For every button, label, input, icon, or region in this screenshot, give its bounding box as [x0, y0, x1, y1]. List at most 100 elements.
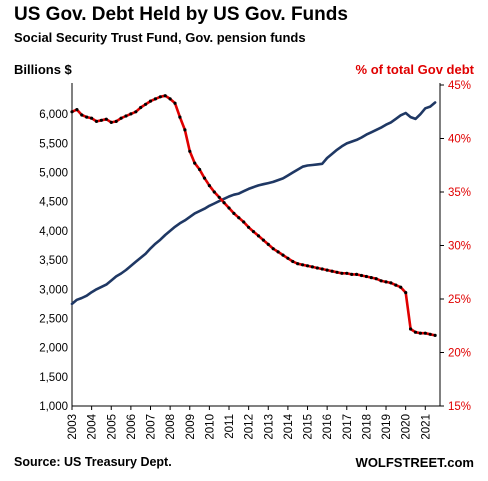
x-tick-label: 2005	[106, 414, 118, 440]
y-left-tick-label: 3,500	[39, 255, 68, 267]
series-point-percent	[418, 331, 422, 335]
series-point-percent	[345, 271, 349, 275]
series-point-percent	[109, 120, 113, 124]
y-right-tick-label: 25%	[448, 294, 471, 306]
series-point-percent	[178, 115, 182, 119]
series-point-percent	[163, 94, 167, 98]
series-point-percent	[384, 280, 388, 284]
series-point-percent	[359, 273, 364, 278]
series-point-percent	[242, 220, 246, 224]
series-point-percent	[271, 247, 275, 251]
series-point-percent	[256, 234, 261, 238]
y-left-tick-label: 2,000	[39, 343, 68, 355]
chart-lines	[70, 94, 437, 337]
series-point-percent	[129, 112, 133, 116]
series-line-percent	[70, 94, 437, 337]
series-point-percent	[335, 270, 339, 274]
series-point-percent	[301, 263, 305, 267]
series-point-percent	[104, 117, 108, 121]
x-tick-label: 2009	[185, 414, 197, 440]
series-point-percent	[394, 283, 398, 287]
series-point-percent	[413, 330, 418, 334]
x-tick-label: 2015	[303, 414, 315, 440]
x-tick-label: 2018	[361, 414, 373, 440]
series-point-percent	[423, 331, 427, 335]
series-point-percent	[364, 274, 368, 279]
x-tick-label: 2019	[381, 414, 393, 440]
series-point-percent	[134, 110, 138, 114]
left-axis-label: Billions $	[14, 62, 72, 77]
series-point-percent	[281, 253, 285, 257]
series-point-percent	[80, 113, 84, 117]
y-left-tick-label: 1,500	[39, 372, 68, 384]
x-tick-label: 2011	[224, 414, 236, 439]
x-tick-label: 2013	[263, 414, 275, 440]
series-point-percent	[217, 195, 221, 199]
series-point-percent	[168, 97, 172, 101]
series-point-percent	[433, 333, 437, 337]
y-right-tick-label: 30%	[448, 241, 471, 253]
y-left-tick-label: 6,000	[39, 109, 68, 121]
series-point-percent	[227, 206, 231, 210]
x-tick-label: 2007	[146, 414, 158, 440]
x-tick-label: 2006	[126, 414, 138, 440]
y-left-tick-label: 2,500	[39, 313, 68, 325]
x-tick-label: 2014	[283, 413, 295, 439]
series-point-percent	[291, 259, 295, 264]
series-point-percent	[374, 277, 378, 281]
series-point-percent	[266, 242, 270, 246]
series-point-percent	[212, 190, 216, 194]
series-point-percent	[193, 161, 197, 165]
x-tick-label: 2004	[87, 413, 99, 439]
y-left-tick-label: 5,500	[39, 138, 68, 150]
series-point-percent	[247, 225, 251, 229]
source-note: Source: US Treasury Dept.	[14, 455, 172, 469]
y-right-tick-label: 40%	[448, 134, 471, 146]
chart-subtitle: Social Security Trust Fund, Gov. pension…	[14, 30, 306, 45]
series-point-percent	[409, 327, 413, 331]
series-point-percent	[296, 262, 300, 266]
series-point-percent	[85, 115, 89, 119]
x-tick-label: 2003	[67, 414, 79, 440]
x-tick-label: 2008	[165, 414, 177, 440]
series-point-percent	[325, 268, 329, 272]
series-point-percent	[389, 281, 393, 285]
series-point-percent	[124, 114, 128, 118]
y-right-tick-label: 35%	[448, 187, 471, 199]
series-point-percent	[379, 279, 383, 283]
series-point-percent	[261, 238, 265, 242]
series-point-percent	[158, 95, 162, 99]
series-point-percent	[119, 116, 123, 120]
series-point-percent	[404, 291, 408, 295]
series-point-percent	[70, 110, 74, 114]
series-point-percent	[399, 285, 403, 289]
x-tick-label: 2021	[420, 414, 432, 440]
y-left-tick-label: 4,000	[39, 226, 68, 238]
series-point-percent	[148, 99, 153, 103]
x-tick-label: 2020	[401, 414, 413, 440]
series-point-percent	[222, 201, 226, 205]
y-right-tick-label: 20%	[448, 348, 471, 360]
brand-label: WOLFSTREET.com	[355, 455, 474, 470]
series-point-percent	[139, 105, 143, 110]
x-tick-label: 2017	[342, 414, 354, 440]
x-tick-label: 2012	[244, 414, 256, 440]
series-point-percent	[428, 332, 432, 336]
series-point-percent	[183, 128, 187, 132]
series-point-percent	[320, 267, 324, 271]
series-point-percent	[198, 167, 202, 172]
series-point-percent	[202, 176, 207, 180]
y-left-tick-label: 4,500	[39, 197, 68, 209]
series-point-percent	[75, 108, 79, 112]
series-point-percent	[153, 97, 157, 101]
chart-axes	[71, 83, 444, 410]
series-point-percent	[207, 184, 211, 188]
y-left-tick-label: 3,000	[39, 284, 68, 296]
series-point-percent	[237, 216, 241, 220]
series-point-percent	[90, 116, 94, 120]
y-right-tick-label: 15%	[448, 401, 471, 413]
series-point-percent	[330, 269, 334, 273]
series-point-percent	[305, 264, 310, 268]
series-point-percent	[144, 102, 148, 106]
